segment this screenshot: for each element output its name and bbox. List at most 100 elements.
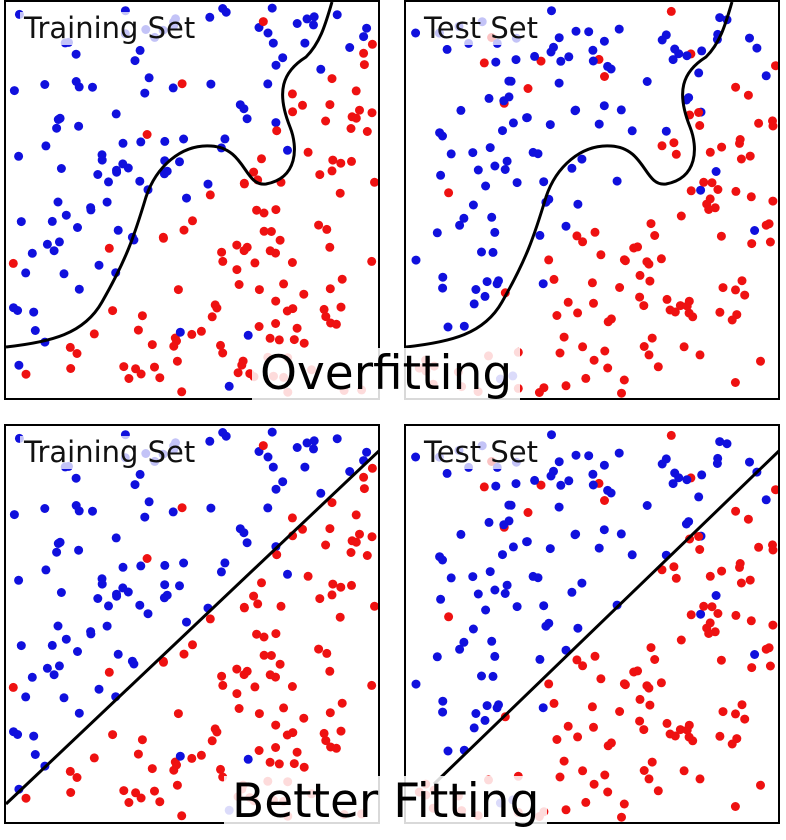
red-point xyxy=(737,276,747,286)
blue-point xyxy=(242,114,252,124)
blue-point xyxy=(175,751,185,761)
blue-point xyxy=(94,260,104,270)
blue-point xyxy=(263,452,273,462)
red-point xyxy=(590,227,600,237)
red-point xyxy=(133,749,143,759)
red-point xyxy=(119,786,129,796)
blue-point xyxy=(205,12,215,22)
blue-point xyxy=(682,51,692,61)
red-point xyxy=(444,612,454,622)
blue-point xyxy=(584,27,594,37)
blue-point xyxy=(182,617,191,627)
red-point xyxy=(676,211,686,221)
blue-point xyxy=(118,562,128,572)
blue-point xyxy=(221,431,231,441)
blue-point xyxy=(588,56,598,66)
blue-point xyxy=(41,141,51,151)
blue-point xyxy=(278,53,288,63)
blue-point xyxy=(52,123,62,133)
blue-point xyxy=(567,163,577,173)
blue-point xyxy=(697,470,707,480)
blue-point xyxy=(309,436,319,446)
blue-point xyxy=(482,277,492,287)
red-point xyxy=(479,58,489,68)
red-point xyxy=(254,709,264,719)
red-point xyxy=(287,682,297,691)
red-point xyxy=(239,179,249,189)
blue-point xyxy=(438,707,448,717)
red-point xyxy=(544,255,554,265)
red-point xyxy=(150,786,159,796)
panel-title: Training Set xyxy=(20,11,200,46)
blue-point xyxy=(271,484,281,494)
red-point xyxy=(578,766,588,776)
red-point xyxy=(730,378,740,387)
red-point xyxy=(292,323,302,333)
blue-point xyxy=(411,28,421,38)
red-point xyxy=(325,242,335,252)
blue-point xyxy=(468,148,478,158)
red-point xyxy=(287,89,297,99)
blue-point xyxy=(224,381,234,391)
red-point xyxy=(265,333,275,343)
red-point xyxy=(671,573,681,583)
red-point xyxy=(587,702,597,712)
red-point xyxy=(292,747,302,757)
red-point xyxy=(645,276,655,286)
red-point xyxy=(581,797,591,807)
red-point xyxy=(561,381,571,391)
blue-point xyxy=(528,147,538,157)
blue-point xyxy=(159,593,169,603)
red-point xyxy=(254,746,264,755)
red-point xyxy=(108,730,118,740)
blue-point xyxy=(539,177,549,187)
blue-point xyxy=(484,517,494,527)
red-point xyxy=(252,205,262,215)
blue-point xyxy=(571,529,581,539)
blue-point xyxy=(206,503,216,513)
red-point xyxy=(359,484,369,494)
blue-point xyxy=(205,436,215,446)
blue-point xyxy=(546,471,556,481)
decision-boundary-overfit xyxy=(406,2,734,349)
blue-point xyxy=(603,485,613,495)
blue-point xyxy=(268,462,278,472)
red-point xyxy=(715,307,725,317)
red-point xyxy=(549,698,559,708)
blue-point xyxy=(508,542,518,552)
red-point xyxy=(746,616,756,626)
blue-point xyxy=(511,479,521,489)
blue-point xyxy=(113,649,123,659)
blue-point xyxy=(73,647,82,656)
red-point xyxy=(252,629,262,639)
blue-point xyxy=(267,427,277,437)
blue-point xyxy=(53,115,63,124)
red-point xyxy=(265,757,275,767)
red-point xyxy=(205,614,215,624)
red-point xyxy=(620,680,630,690)
blue-point xyxy=(144,73,154,83)
red-point xyxy=(346,124,356,133)
blue-point xyxy=(432,228,442,238)
red-point xyxy=(336,582,346,592)
red-point xyxy=(142,130,152,139)
red-point xyxy=(578,342,588,352)
red-point xyxy=(169,765,179,775)
red-point xyxy=(479,482,489,492)
red-point xyxy=(736,154,746,164)
red-point xyxy=(600,72,609,81)
red-point xyxy=(367,463,377,473)
blue-point xyxy=(535,230,545,240)
blue-point xyxy=(160,580,170,590)
scatter-training-better xyxy=(6,427,378,821)
red-point xyxy=(72,773,82,782)
red-point xyxy=(650,655,660,664)
red-point xyxy=(587,278,597,288)
blue-point xyxy=(302,14,312,24)
blue-point xyxy=(300,462,310,472)
blue-point xyxy=(111,109,121,119)
blue-point xyxy=(206,79,216,89)
red-point xyxy=(239,670,249,680)
red-point xyxy=(367,39,377,49)
red-point xyxy=(731,285,740,295)
